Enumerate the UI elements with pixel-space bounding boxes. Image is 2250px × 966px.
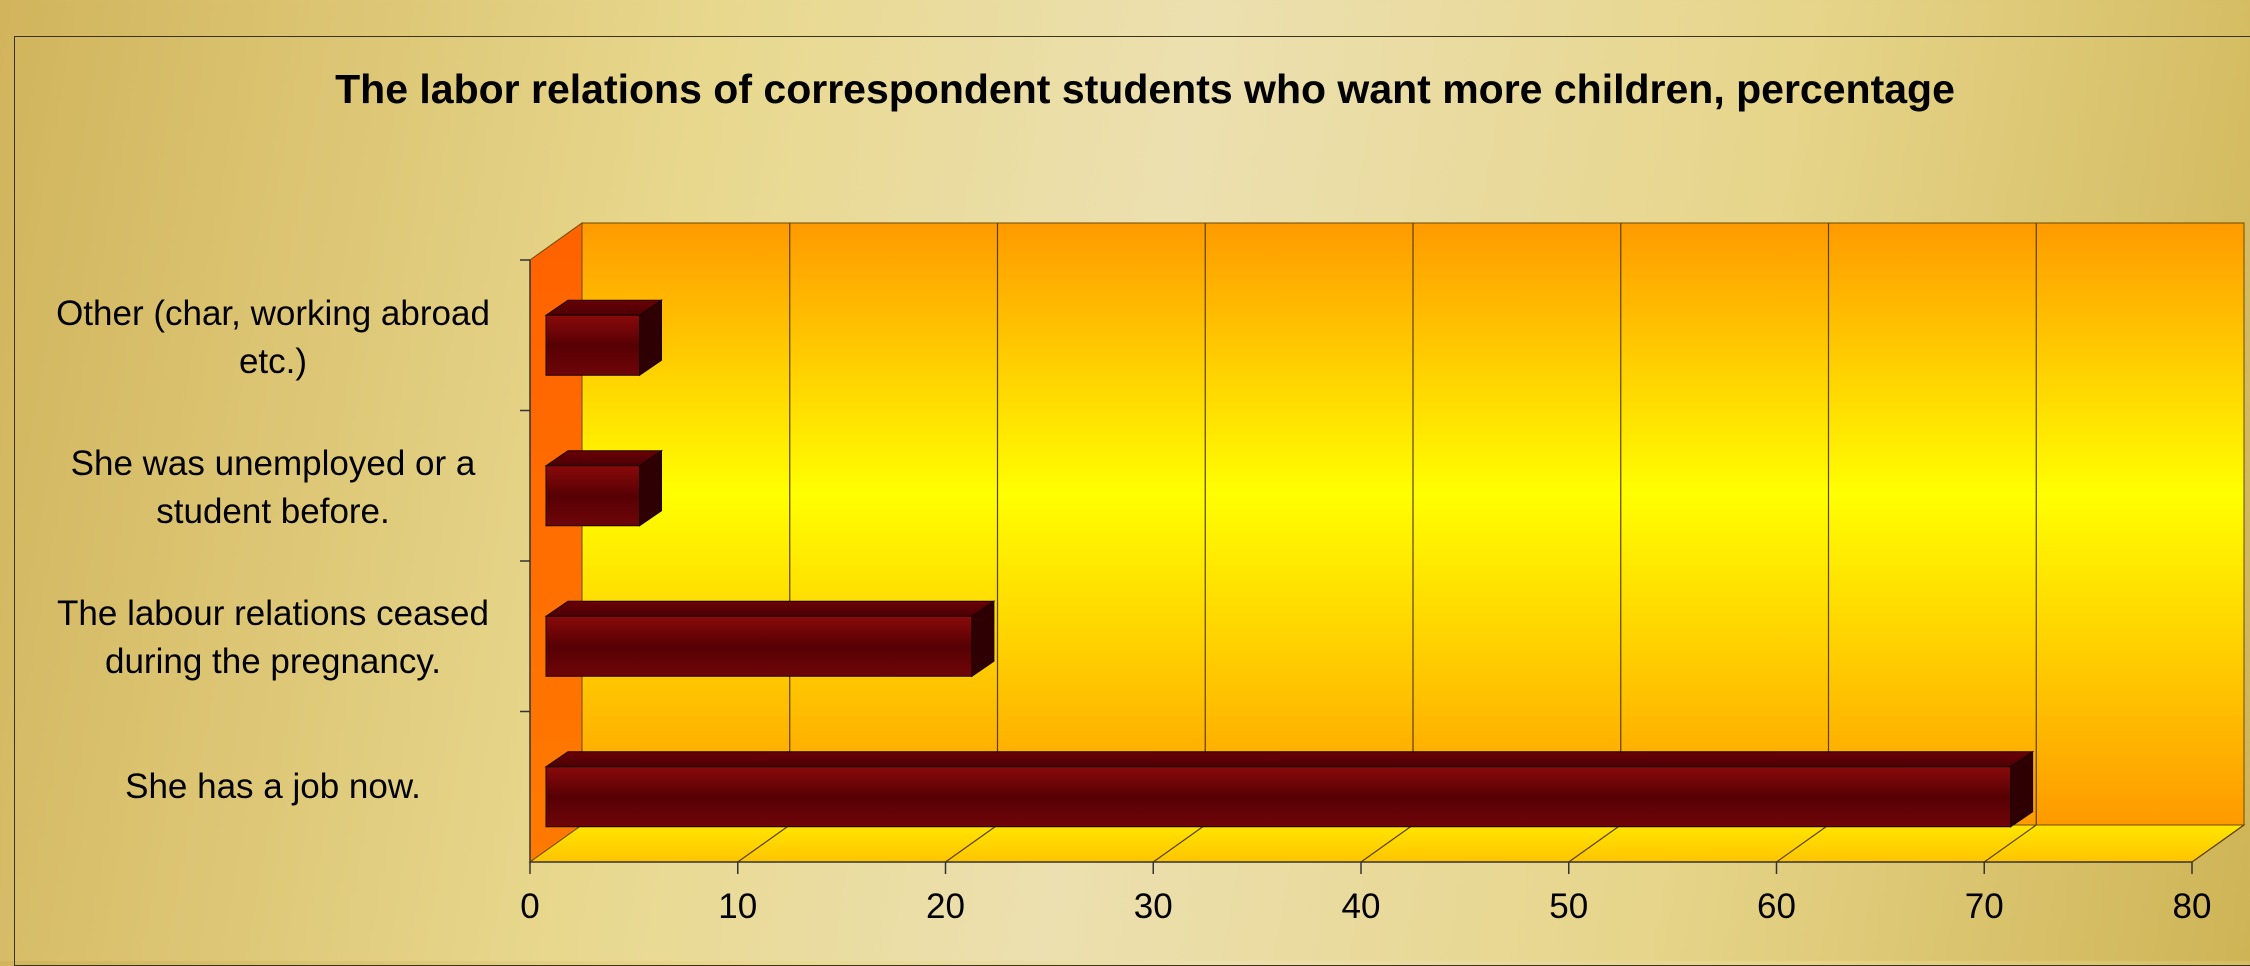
floor-gridline <box>1568 824 1622 863</box>
x-tick-label: 30 <box>1134 887 1173 926</box>
floor-gridline <box>2191 824 2245 863</box>
bar <box>544 449 664 527</box>
floor-gridline <box>945 824 998 863</box>
floor-gridline <box>737 824 791 863</box>
chart-title: The labor relations of correspondent stu… <box>335 66 1955 112</box>
x-tick-label: 80 <box>2173 887 2212 926</box>
floor-gridline <box>1983 824 2037 863</box>
category-label-job-now: She has a job now. <box>125 767 421 806</box>
bar-front-face <box>545 314 640 376</box>
category-label-ceased: The labour relations ceased during the p… <box>57 594 489 681</box>
bar-front-face <box>545 615 973 677</box>
bar-front-face <box>545 465 640 527</box>
floor-gridline <box>1776 824 1829 863</box>
bar-front-face <box>545 766 2012 828</box>
floor-gridline <box>1152 824 1206 863</box>
floor-gridline <box>1360 824 1414 863</box>
bar <box>544 299 664 377</box>
category-label-other: Other (char, working abroad etc.) <box>56 294 490 381</box>
category-label-unemployed: She was unemployed or a student before. <box>70 444 476 531</box>
x-tick-label: 0 <box>520 887 539 926</box>
x-tick-label: 50 <box>1549 887 1588 926</box>
bar <box>544 600 996 678</box>
bar-top-face <box>544 600 996 617</box>
x-tick-label: 70 <box>1965 887 2004 926</box>
x-tick-label: 20 <box>926 887 965 926</box>
bar <box>544 750 2035 828</box>
x-tick-label: 10 <box>718 887 757 926</box>
x-tick-label: 40 <box>1342 887 1381 926</box>
x-tick-label: 60 <box>1757 887 1796 926</box>
bar-top-face <box>544 751 2035 768</box>
